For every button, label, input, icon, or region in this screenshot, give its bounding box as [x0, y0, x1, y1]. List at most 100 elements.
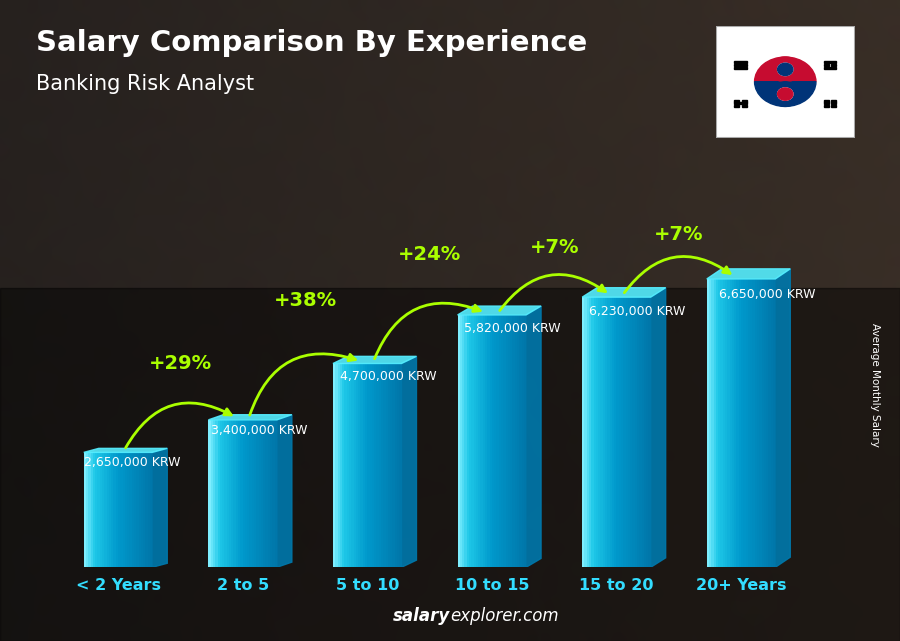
- Bar: [224, 420, 227, 567]
- Circle shape: [778, 88, 793, 100]
- Bar: [236, 420, 238, 567]
- Bar: [95, 453, 97, 567]
- Bar: [587, 297, 589, 567]
- Bar: [209, 420, 211, 567]
- Bar: [238, 420, 240, 567]
- Bar: [644, 297, 646, 567]
- Bar: [714, 279, 716, 567]
- Bar: [716, 279, 718, 567]
- Bar: [370, 363, 372, 567]
- Bar: [721, 279, 723, 567]
- Text: Average Monthly Salary: Average Monthly Salary: [869, 322, 880, 447]
- Bar: [365, 363, 367, 567]
- Bar: [109, 453, 112, 567]
- Bar: [517, 315, 519, 567]
- Bar: [626, 297, 628, 567]
- Bar: [211, 420, 213, 567]
- Bar: [732, 279, 734, 567]
- Bar: [598, 297, 600, 567]
- Bar: [482, 315, 485, 567]
- Bar: [741, 279, 743, 567]
- Bar: [751, 279, 752, 567]
- Bar: [383, 363, 385, 567]
- Bar: [497, 315, 499, 567]
- Bar: [113, 453, 116, 567]
- Bar: [131, 453, 134, 567]
- Bar: [150, 453, 152, 567]
- Bar: [831, 99, 836, 101]
- Bar: [764, 279, 766, 567]
- Bar: [734, 67, 747, 69]
- Bar: [519, 315, 521, 567]
- Bar: [508, 315, 510, 567]
- Bar: [608, 297, 609, 567]
- Text: +24%: +24%: [398, 246, 461, 265]
- Bar: [100, 453, 102, 567]
- Bar: [725, 279, 727, 567]
- Bar: [773, 279, 775, 567]
- Bar: [634, 297, 637, 567]
- Bar: [215, 420, 218, 567]
- Bar: [231, 420, 233, 567]
- Bar: [467, 315, 469, 567]
- Text: +29%: +29%: [148, 354, 211, 372]
- Bar: [723, 279, 725, 567]
- Bar: [501, 315, 503, 567]
- Bar: [270, 420, 273, 567]
- Bar: [356, 363, 358, 567]
- Bar: [481, 315, 482, 567]
- Bar: [118, 453, 121, 567]
- Bar: [227, 420, 229, 567]
- Text: 4,700,000 KRW: 4,700,000 KRW: [340, 370, 436, 383]
- Bar: [824, 67, 836, 69]
- Bar: [743, 279, 745, 567]
- Bar: [730, 279, 732, 567]
- Bar: [392, 363, 395, 567]
- Text: explorer.com: explorer.com: [450, 607, 559, 625]
- Bar: [727, 279, 730, 567]
- Bar: [491, 315, 494, 567]
- Bar: [460, 315, 462, 567]
- Bar: [258, 420, 261, 567]
- Bar: [266, 420, 268, 567]
- Bar: [761, 279, 764, 567]
- Text: +7%: +7%: [654, 226, 704, 244]
- Bar: [706, 279, 709, 567]
- Bar: [125, 453, 127, 567]
- Bar: [510, 315, 512, 567]
- Text: 2,650,000 KRW: 2,650,000 KRW: [85, 456, 181, 469]
- Bar: [213, 420, 215, 567]
- Polygon shape: [526, 306, 541, 567]
- Bar: [457, 315, 460, 567]
- Bar: [503, 315, 506, 567]
- Bar: [93, 453, 95, 567]
- Polygon shape: [457, 306, 541, 315]
- Bar: [395, 363, 397, 567]
- Text: +38%: +38%: [274, 292, 337, 310]
- Circle shape: [778, 63, 793, 76]
- Bar: [614, 297, 617, 567]
- Bar: [360, 363, 363, 567]
- Bar: [127, 453, 130, 567]
- Bar: [831, 103, 836, 104]
- Bar: [642, 297, 643, 567]
- Bar: [379, 363, 381, 567]
- Polygon shape: [706, 269, 790, 279]
- Bar: [630, 297, 633, 567]
- Bar: [134, 453, 136, 567]
- Bar: [254, 420, 256, 567]
- Bar: [524, 315, 526, 567]
- Bar: [148, 453, 150, 567]
- Bar: [745, 279, 748, 567]
- Bar: [506, 315, 508, 567]
- Bar: [824, 103, 829, 104]
- Bar: [600, 297, 603, 567]
- Bar: [748, 279, 751, 567]
- Bar: [770, 279, 773, 567]
- Text: Banking Risk Analyst: Banking Risk Analyst: [36, 74, 254, 94]
- Text: salary: salary: [392, 607, 450, 625]
- Bar: [469, 315, 472, 567]
- Bar: [584, 297, 587, 567]
- Bar: [739, 279, 741, 567]
- Bar: [358, 363, 360, 567]
